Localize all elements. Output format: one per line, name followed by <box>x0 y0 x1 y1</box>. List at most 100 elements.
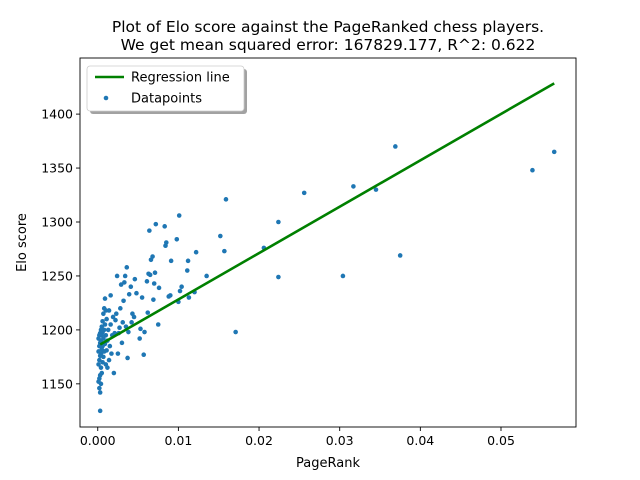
data-point <box>276 219 281 225</box>
data-point <box>97 408 103 414</box>
data-point <box>204 273 209 279</box>
chart-subtitle: We get mean squared error: 167829.177, R… <box>121 36 536 54</box>
data-point <box>174 236 180 242</box>
data-point <box>276 274 281 280</box>
data-point <box>104 316 109 322</box>
data-point <box>122 280 127 285</box>
data-point <box>96 349 101 354</box>
data-point <box>102 296 108 301</box>
data-point <box>124 265 130 270</box>
data-point <box>163 243 168 249</box>
legend-label-datapoints: Datapoints <box>131 92 202 107</box>
data-point <box>185 258 191 264</box>
y-tick-label: 1400 <box>41 107 73 122</box>
data-point <box>530 167 535 173</box>
data-point <box>130 311 135 317</box>
data-point <box>166 294 172 299</box>
data-point <box>373 187 379 192</box>
data-point <box>122 273 128 279</box>
x-axis: 0.000 0.01 0.02 0.03 0.04 0.05 <box>80 427 515 448</box>
data-point <box>128 284 134 290</box>
data-point <box>100 359 105 365</box>
data-point <box>113 317 118 323</box>
data-point <box>97 390 103 395</box>
data-point <box>142 329 147 335</box>
data-point <box>118 306 123 311</box>
data-point <box>97 385 102 391</box>
data-point <box>397 253 403 258</box>
data-point <box>218 233 223 239</box>
data-point <box>551 149 557 155</box>
data-point <box>134 290 139 296</box>
data-point <box>340 273 346 279</box>
data-point <box>117 325 122 331</box>
data-point <box>97 353 103 359</box>
data-point <box>139 295 145 300</box>
data-point <box>110 314 116 320</box>
x-tick-label: 0.01 <box>164 433 192 448</box>
data-point <box>351 184 356 189</box>
chart-title: Plot of Elo score against the PageRanked… <box>112 18 544 36</box>
data-point <box>145 310 151 315</box>
x-tick-label: 0.03 <box>326 433 354 448</box>
data-point <box>108 293 113 298</box>
data-point <box>132 276 138 282</box>
data-point <box>101 311 106 317</box>
plot-frame <box>79 57 577 428</box>
data-point <box>101 306 107 311</box>
x-tick-label: 0.04 <box>406 433 434 448</box>
y-tick-label: 1250 <box>41 268 73 283</box>
data-point <box>100 318 105 324</box>
data-point <box>97 357 102 363</box>
regression-line <box>99 82 555 346</box>
data-point <box>223 197 229 202</box>
data-point <box>137 336 142 341</box>
data-point <box>120 320 126 325</box>
data-point <box>106 308 112 313</box>
data-point <box>115 351 121 356</box>
data-point <box>156 285 162 291</box>
data-point <box>177 288 183 294</box>
data-point <box>99 347 105 352</box>
data-point <box>301 190 307 196</box>
data-point <box>148 257 154 263</box>
x-tick-label: 0.000 <box>80 433 116 448</box>
data-point <box>114 273 120 279</box>
y-axis-label: Elo score <box>15 213 30 272</box>
x-axis-label: PageRank <box>296 456 360 471</box>
data-point <box>102 322 108 327</box>
data-point <box>118 282 124 287</box>
data-point <box>111 370 117 376</box>
data-point <box>129 320 134 325</box>
data-point <box>119 340 125 346</box>
data-point <box>106 357 112 363</box>
y-tick-label: 1150 <box>41 376 73 391</box>
data-point <box>146 271 151 277</box>
data-point <box>168 258 174 264</box>
data-point <box>176 213 182 218</box>
data-point <box>98 365 104 370</box>
data-point <box>105 327 111 333</box>
data-point <box>96 336 101 341</box>
data-point <box>103 362 109 367</box>
y-tick-label: 1300 <box>41 215 73 230</box>
data-point <box>152 270 158 276</box>
data-point <box>138 326 143 332</box>
legend-swatch-datapoints <box>103 95 109 101</box>
data-point <box>96 379 101 384</box>
data-point <box>162 224 167 229</box>
data-point <box>103 332 109 338</box>
y-tick-label: 1200 <box>41 322 73 337</box>
data-point <box>222 248 227 254</box>
data-point <box>108 322 113 327</box>
legend-label-regression: Regression line <box>131 71 230 86</box>
data-point <box>126 291 132 297</box>
legend: Regression line Datapoints <box>86 65 247 114</box>
data-point <box>125 355 130 361</box>
y-tick-label: 1350 <box>41 161 73 176</box>
data-point <box>184 268 190 273</box>
data-point <box>121 298 126 304</box>
data-point <box>186 295 192 300</box>
data-point <box>155 322 161 327</box>
